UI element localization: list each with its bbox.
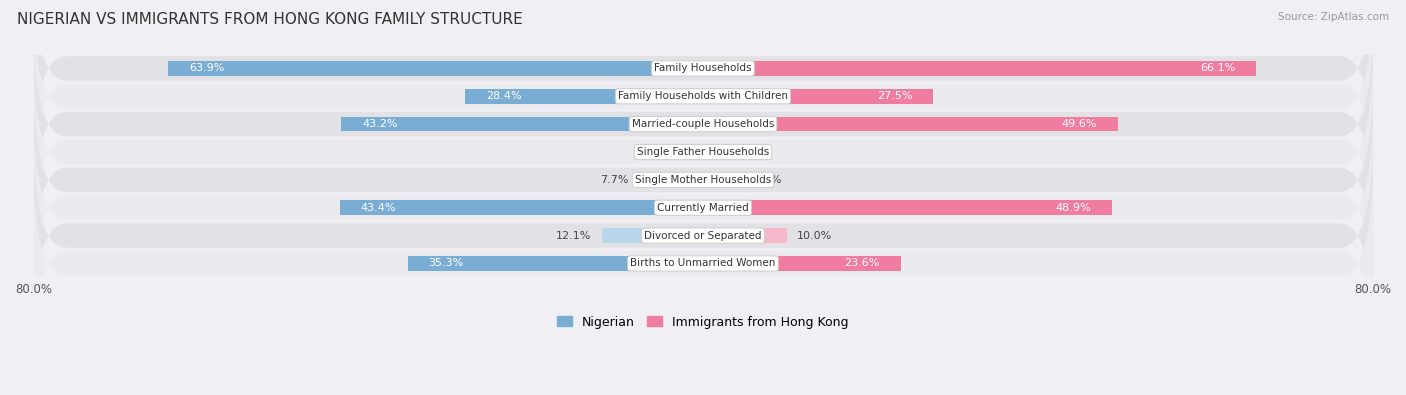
Text: 10.0%: 10.0% [797,231,832,241]
Text: 48.9%: 48.9% [1056,203,1091,213]
Bar [342,117,703,132]
Legend: Nigerian, Immigrants from Hong Kong: Nigerian, Immigrants from Hong Kong [553,310,853,333]
Text: Family Households with Children: Family Households with Children [619,91,787,101]
FancyBboxPatch shape [34,0,1372,196]
Text: Currently Married: Currently Married [657,203,749,213]
Bar [703,256,900,271]
FancyBboxPatch shape [34,109,1372,307]
Bar [703,89,934,103]
Bar [703,145,718,159]
Text: Divorced or Separated: Divorced or Separated [644,231,762,241]
Text: Births to Unmarried Women: Births to Unmarried Women [630,258,776,269]
Bar [703,61,1256,76]
FancyBboxPatch shape [34,0,1372,167]
Text: 43.2%: 43.2% [363,119,398,129]
Text: Married-couple Households: Married-couple Households [631,119,775,129]
Bar [683,145,703,159]
Bar [703,117,1118,132]
Bar [703,201,1112,215]
Text: 27.5%: 27.5% [877,91,912,101]
Text: 28.4%: 28.4% [486,91,522,101]
FancyBboxPatch shape [34,53,1372,251]
Text: Source: ZipAtlas.com: Source: ZipAtlas.com [1278,12,1389,22]
Text: 23.6%: 23.6% [844,258,880,269]
Text: 1.8%: 1.8% [728,147,756,157]
Text: 4.8%: 4.8% [754,175,782,185]
Bar [638,173,703,187]
Text: 43.4%: 43.4% [361,203,396,213]
Bar [465,89,703,103]
Text: 12.1%: 12.1% [557,231,592,241]
Bar [703,228,787,243]
FancyBboxPatch shape [34,136,1372,335]
Bar [408,256,703,271]
Bar [340,201,703,215]
Text: Single Mother Households: Single Mother Households [636,175,770,185]
Text: 2.4%: 2.4% [644,147,673,157]
Text: Single Father Households: Single Father Households [637,147,769,157]
Text: 63.9%: 63.9% [190,64,225,73]
Text: 7.7%: 7.7% [600,175,628,185]
Text: 35.3%: 35.3% [429,258,464,269]
Bar [169,61,703,76]
FancyBboxPatch shape [34,25,1372,223]
FancyBboxPatch shape [34,164,1372,363]
Bar [602,228,703,243]
Text: NIGERIAN VS IMMIGRANTS FROM HONG KONG FAMILY STRUCTURE: NIGERIAN VS IMMIGRANTS FROM HONG KONG FA… [17,12,523,27]
Bar [703,173,744,187]
Text: Family Households: Family Households [654,64,752,73]
Text: 66.1%: 66.1% [1199,64,1236,73]
FancyBboxPatch shape [34,81,1372,279]
Text: 49.6%: 49.6% [1062,119,1097,129]
